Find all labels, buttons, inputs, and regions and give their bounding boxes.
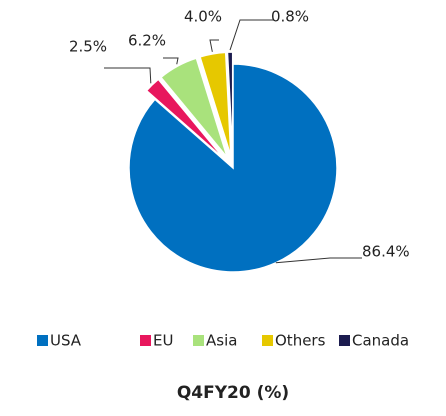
leader-line <box>104 67 152 84</box>
pie-slice <box>128 63 338 273</box>
legend-label: EU <box>153 332 173 350</box>
pie-slice <box>199 51 232 157</box>
legend-label: USA <box>50 332 82 350</box>
pie-slice <box>145 78 226 160</box>
leader-line <box>275 257 362 264</box>
leader-line <box>163 57 179 65</box>
data-label: 86.4% <box>362 243 410 261</box>
leader-line <box>209 39 219 52</box>
data-label: 2.5% <box>69 38 107 56</box>
legend-swatch <box>339 335 350 346</box>
legend-label: Asia <box>206 332 237 350</box>
legend-swatch <box>262 335 273 346</box>
legend-label: Others <box>275 332 326 350</box>
legend-label: Canada <box>352 332 409 350</box>
pie-slice <box>226 51 234 157</box>
legend-swatch <box>37 335 48 346</box>
chart-title: Q4FY20 (%) <box>177 383 289 403</box>
data-label: 6.2% <box>128 32 166 50</box>
leader-line <box>229 19 274 51</box>
data-label: 4.0% <box>184 8 222 26</box>
data-label: 0.8% <box>271 8 309 26</box>
legend-swatch <box>193 335 204 346</box>
pie-slice <box>159 57 228 158</box>
legend-swatch <box>140 335 151 346</box>
